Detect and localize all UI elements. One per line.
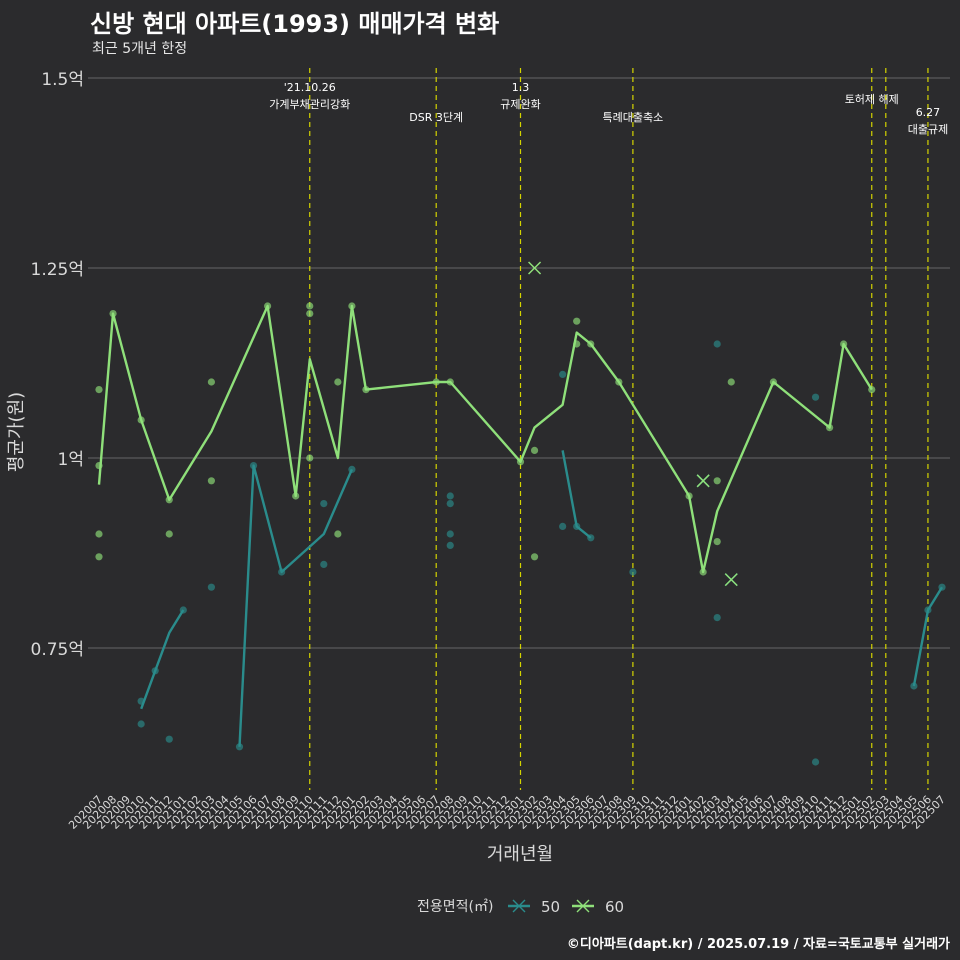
data-point-50 bbox=[320, 500, 328, 508]
data-point-60 bbox=[530, 446, 539, 454]
data-point-50 bbox=[811, 758, 820, 766]
data-point-60 bbox=[713, 538, 721, 546]
data-point-50 bbox=[559, 522, 567, 531]
policy-label: 특례대출축소 bbox=[603, 111, 664, 124]
legend-item-label: 50 bbox=[541, 898, 560, 916]
data-series bbox=[95, 261, 946, 766]
data-point-50 bbox=[446, 492, 454, 500]
x-axis: 2020072020082020092020102020112020122021… bbox=[66, 793, 948, 832]
legend-title: 전용면적(㎡) bbox=[417, 899, 493, 915]
data-point-50 bbox=[446, 500, 454, 508]
data-point-60 bbox=[95, 553, 103, 561]
data-point-60 bbox=[334, 530, 342, 538]
data-point-60 bbox=[306, 302, 314, 310]
y-tick-label: 1.5억 bbox=[41, 70, 84, 90]
legend-item-label: 60 bbox=[605, 898, 624, 916]
data-point-50 bbox=[207, 583, 215, 591]
data-point-50 bbox=[811, 393, 820, 401]
series-line-50 bbox=[912, 586, 944, 687]
series-line-50 bbox=[561, 450, 592, 539]
policy-label: '21.10.26 가계부채관리강화 bbox=[269, 81, 350, 111]
data-point-50 bbox=[629, 568, 637, 576]
data-point-60 bbox=[207, 378, 215, 386]
y-axis: 0.75억 1억 1.25억 1.5억 bbox=[31, 70, 85, 660]
data-point-50 bbox=[713, 614, 721, 622]
source-caption: ©디아파트(dapt.kr) / 2025.07.19 / 자료=국토교통부 실… bbox=[566, 937, 950, 952]
data-point-60 bbox=[95, 530, 103, 538]
data-point-60 bbox=[306, 454, 314, 462]
y-tick-label: 0.75억 bbox=[31, 640, 85, 660]
y-axis-label: 평균가(원) bbox=[6, 392, 27, 472]
legend-swatch-x bbox=[576, 899, 590, 913]
policy-label: 토허제 해제 bbox=[845, 92, 899, 106]
series-line-60 bbox=[97, 304, 873, 574]
data-point-60 bbox=[573, 317, 581, 325]
x-marker-60 bbox=[724, 573, 738, 587]
grid-lines bbox=[88, 77, 950, 649]
policy-label: 6.27 대출규제 bbox=[908, 106, 948, 136]
legend: 전용면적(㎡) 50 60 bbox=[417, 898, 624, 916]
series-line-50 bbox=[238, 464, 354, 747]
data-point-50 bbox=[320, 560, 328, 569]
data-point-60 bbox=[727, 378, 735, 386]
data-point-60 bbox=[713, 477, 721, 485]
data-point-50 bbox=[235, 743, 244, 751]
data-point-60 bbox=[165, 530, 173, 538]
x-marker-60 bbox=[696, 474, 710, 488]
y-tick-label: 1억 bbox=[58, 450, 84, 470]
y-tick-label: 1.25억 bbox=[31, 260, 85, 280]
chart-subtitle: 최근 5개년 한정 bbox=[92, 41, 188, 57]
x-axis-label: 거래년월 bbox=[487, 844, 553, 865]
data-point-50 bbox=[713, 340, 721, 348]
data-point-60 bbox=[530, 553, 539, 561]
policy-label: 1.3 규제완화 bbox=[500, 81, 540, 111]
legend-swatch-x bbox=[512, 899, 526, 913]
x-marker-60 bbox=[528, 261, 542, 275]
data-point-60 bbox=[207, 477, 215, 485]
data-point-60 bbox=[95, 386, 103, 394]
data-point-50 bbox=[446, 530, 454, 538]
data-point-60 bbox=[334, 378, 342, 386]
policy-label: DSR 3단계 bbox=[409, 111, 463, 124]
series-line-50 bbox=[140, 609, 185, 710]
data-point-50 bbox=[446, 541, 454, 550]
chart-title: 신방 현대 아파트(1993) 매매가격 변화 bbox=[90, 10, 500, 38]
data-point-50 bbox=[137, 720, 145, 728]
data-point-50 bbox=[165, 735, 173, 743]
data-point-50 bbox=[559, 370, 567, 378]
data-point-60 bbox=[306, 310, 314, 318]
